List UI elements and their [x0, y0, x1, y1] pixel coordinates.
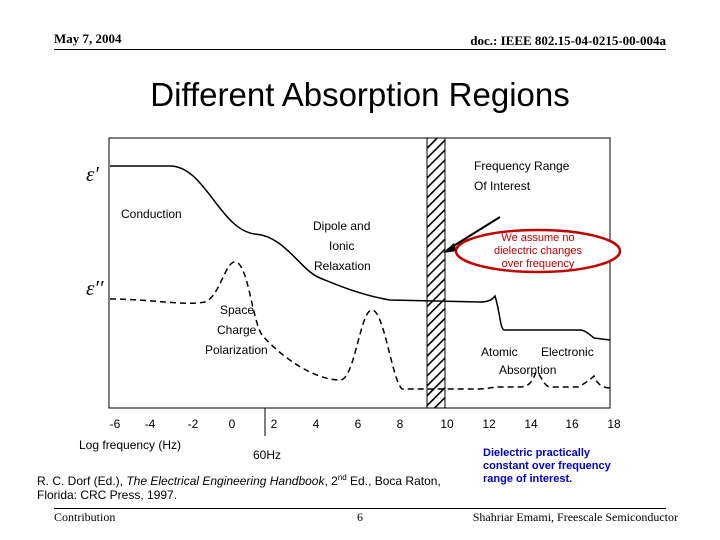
dipole-label-line3: Relaxation	[314, 259, 371, 273]
x-tick-label: -4	[144, 417, 156, 431]
x-tick-label: 8	[396, 417, 404, 431]
citation: R. C. Dorf (Ed.), The Electrical Enginee…	[37, 471, 441, 502]
assumption-bubble	[454, 228, 622, 274]
x-tick-label: 10	[440, 417, 454, 431]
footer-author: Shahriar Emami, Freescale Semiconductor	[472, 510, 678, 524]
assumption-line2: dielectric changes	[493, 245, 583, 257]
assumption-text: We assume no dielectric changes over fre…	[466, 232, 610, 271]
conduction-label: Conduction	[121, 207, 182, 221]
space-charge-label-line3: Polarization	[205, 343, 268, 357]
x-tick-label: 2	[270, 417, 278, 431]
dipole-label-line2: Ionic	[329, 239, 355, 253]
header-date: May 7, 2004	[54, 31, 122, 46]
x-tick-label: -6	[109, 417, 121, 431]
dielectric-note-line2: constant over frequency	[483, 460, 611, 472]
header-doc-id: doc.: IEEE 802.15-04-0215-00-004a	[470, 33, 666, 48]
citation-line1-post: Ed., Boca Raton,	[346, 474, 441, 488]
citation-line1-pre: R. C. Dorf (Ed.),	[37, 474, 127, 488]
frequency-band-of-interest	[426, 137, 446, 409]
x-tick-label: -2	[187, 417, 199, 431]
slide-title: Different Absorption Regions	[150, 76, 570, 113]
footer-rule	[54, 508, 666, 509]
assumption-arrow	[446, 216, 501, 251]
space-charge-label-line1: Space	[220, 303, 255, 317]
space-charge-label-line2: Charge	[217, 323, 257, 337]
citation-line1-sup: nd	[337, 473, 347, 482]
freq-range-label-line1: Frequency Range	[474, 159, 570, 173]
y-axis-real-symbol: ε′	[86, 162, 99, 186]
absorption-label: Absorption	[499, 363, 557, 377]
dielectric-note-line1: Dielectric practically	[483, 447, 591, 459]
imaginary-permittivity-curve	[109, 261, 611, 390]
x-tick-label: 18	[607, 417, 621, 431]
x-tick-label: 4	[312, 417, 320, 431]
assumption-line3: over frequency	[501, 258, 575, 270]
citation-line1-sep: , 2	[324, 474, 338, 488]
atomic-label: Atomic	[481, 345, 518, 359]
citation-line2: Florida: CRC Press, 1997.	[37, 488, 178, 502]
electronic-label: Electronic	[541, 345, 594, 359]
x-tick-label: 0	[228, 417, 236, 431]
dielectric-note: Dielectric practically constant over fre…	[483, 447, 611, 486]
freq-range-label-line2: Of Interest	[474, 179, 531, 193]
citation-line1: R. C. Dorf (Ed.), The Electrical Enginee…	[37, 471, 441, 488]
real-permittivity-curve	[110, 165, 611, 341]
page-number: 6	[357, 510, 363, 524]
x-axis-label: Log frequency (Hz)	[79, 438, 182, 452]
assumption-line1: We assume no	[501, 232, 575, 244]
plot-frame	[108, 137, 611, 409]
dielectric-note-line3: range of interest.	[483, 473, 573, 485]
y-axis-imag-symbol: ε′′	[86, 276, 104, 300]
x-tick-label: 12	[482, 417, 496, 431]
dipole-label-line1: Dipole and	[313, 219, 371, 233]
x-tick-label: 6	[354, 417, 362, 431]
footer-contribution: Contribution	[54, 510, 116, 524]
header-rule	[54, 49, 666, 50]
assumption-arrowhead	[443, 243, 457, 253]
60hz-marker-label: 60Hz	[253, 448, 282, 462]
citation-book-title: The Electrical Engineering Handbook	[126, 474, 325, 488]
x-tick-label: 16	[565, 417, 579, 431]
x-tick-label: 14	[524, 417, 538, 431]
